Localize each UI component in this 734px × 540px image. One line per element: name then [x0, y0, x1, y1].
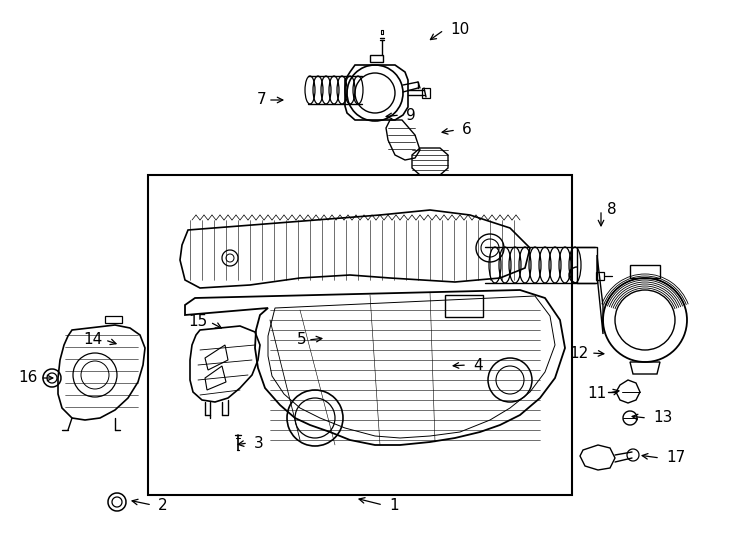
- Text: 7: 7: [256, 92, 266, 107]
- Text: 15: 15: [189, 314, 208, 329]
- Bar: [422, 88, 430, 98]
- Bar: [445, 295, 483, 317]
- Text: 6: 6: [462, 123, 472, 138]
- Text: 17: 17: [666, 450, 686, 465]
- Text: 1: 1: [389, 497, 399, 512]
- Bar: [596, 272, 604, 280]
- Text: 3: 3: [254, 435, 264, 450]
- Text: 14: 14: [84, 333, 103, 348]
- Text: 2: 2: [158, 497, 167, 512]
- Text: 8: 8: [607, 202, 617, 218]
- Text: 11: 11: [588, 386, 607, 401]
- Text: 4: 4: [473, 357, 483, 373]
- Bar: [148, 175, 572, 495]
- Text: 10: 10: [450, 23, 469, 37]
- Text: 13: 13: [653, 410, 672, 426]
- Text: 16: 16: [18, 370, 38, 386]
- Text: 5: 5: [297, 333, 306, 348]
- Text: 12: 12: [570, 346, 589, 361]
- Text: 9: 9: [406, 107, 415, 123]
